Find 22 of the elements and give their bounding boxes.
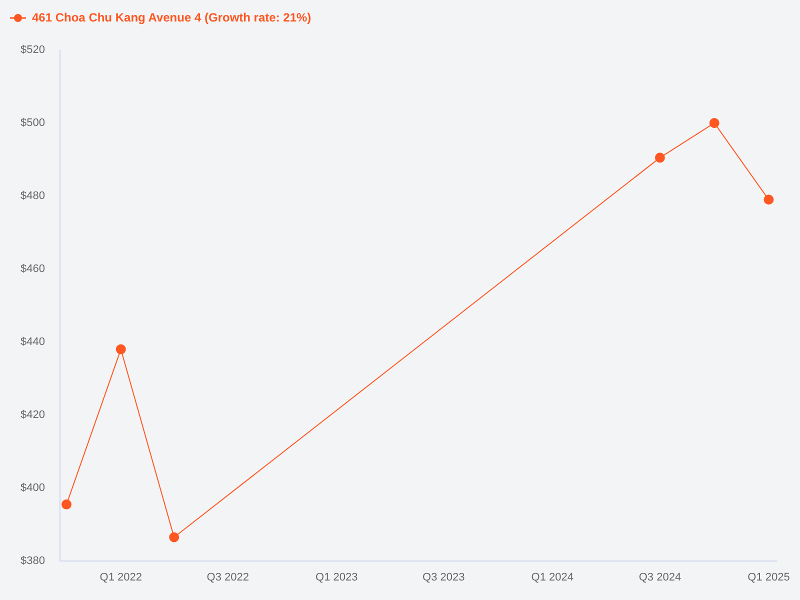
x-tick-label: Q1 2025 bbox=[748, 572, 790, 584]
point bbox=[169, 532, 180, 542]
x-tick-label: Q1 2022 bbox=[100, 572, 142, 584]
y-tick-label: $500 bbox=[20, 117, 45, 130]
point bbox=[654, 152, 665, 163]
y-tick-label: $380 bbox=[20, 555, 45, 568]
y-tick-label: $480 bbox=[20, 190, 45, 202]
point bbox=[62, 499, 72, 510]
x-tick-label: Q1 2024 bbox=[531, 572, 574, 584]
x-tick-label: Q1 2023 bbox=[316, 572, 358, 584]
y-tick-label: $440 bbox=[20, 336, 45, 348]
y-tick-label: $460 bbox=[20, 263, 45, 276]
x-tick-label: Q3 2024 bbox=[638, 572, 682, 584]
point bbox=[709, 118, 720, 128]
y-tick-label: $420 bbox=[20, 409, 45, 422]
x-tick-label: Q3 2023 bbox=[422, 572, 465, 584]
point bbox=[116, 344, 126, 354]
x-tick-label: Q3 2022 bbox=[206, 572, 249, 584]
y-tick-label: $400 bbox=[20, 482, 45, 494]
point bbox=[764, 194, 774, 205]
legend-label: 461 Choa Chu Kang Avenue 4 (Growth rate: 21%) bbox=[32, 10, 312, 24]
y-tick-label: $520 bbox=[20, 44, 45, 56]
